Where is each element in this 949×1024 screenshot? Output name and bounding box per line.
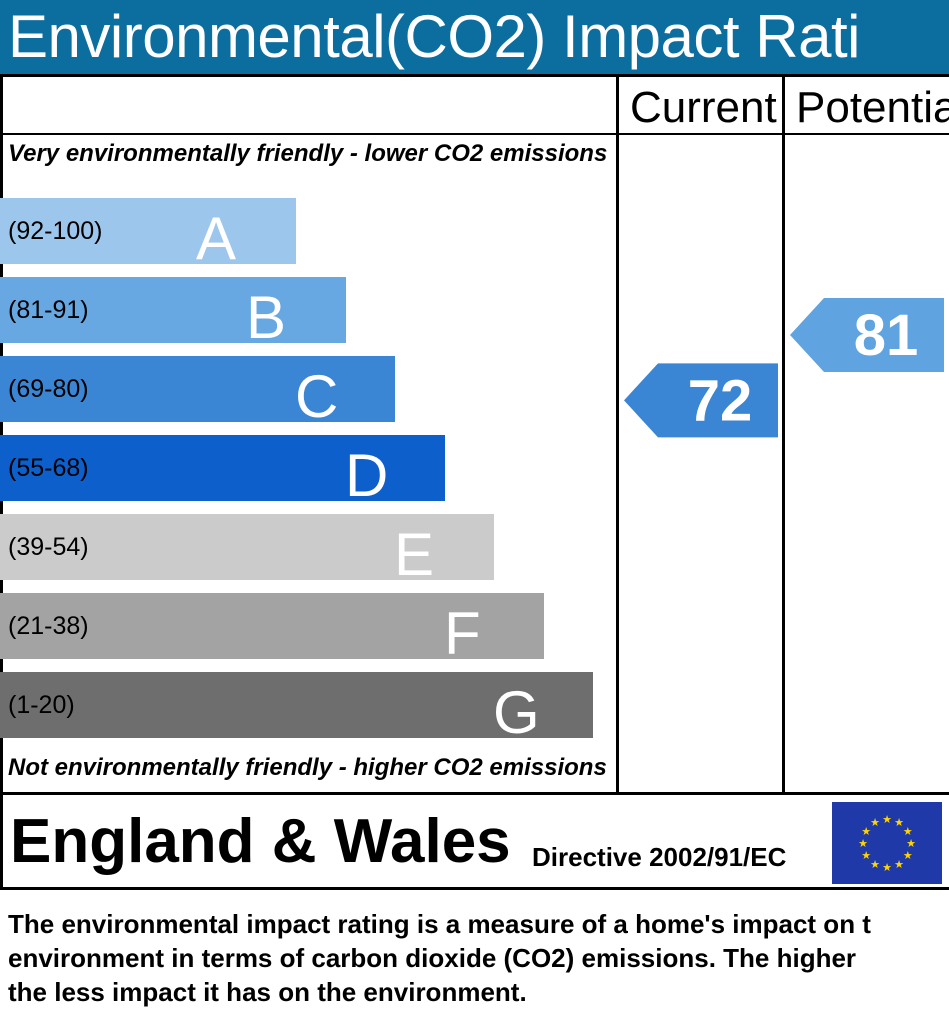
potential-rating-arrow: 81 xyxy=(790,298,944,372)
eu-star-icon: ★ xyxy=(906,838,916,850)
band-range-label: (39-54) xyxy=(8,533,89,561)
band-range-label: (81-91) xyxy=(8,296,89,324)
band-range-label: (21-38) xyxy=(8,612,89,640)
band-range-label: (55-68) xyxy=(8,454,89,482)
eu-star-icon: ★ xyxy=(894,817,904,829)
band-letter: D xyxy=(345,442,389,509)
top-caption: Very environmentally friendly - lower CO… xyxy=(8,140,608,167)
header-divider xyxy=(0,133,949,135)
description-line-2: environment in terms of carbon dioxide (… xyxy=(8,943,857,973)
footer-bottom-line xyxy=(0,887,949,890)
eu-star-icon: ★ xyxy=(894,859,904,871)
potential-rating-value: 81 xyxy=(854,303,919,368)
band-letter: C xyxy=(295,363,339,430)
description-line-3: the less impact it has on the environmen… xyxy=(8,977,527,1007)
page-title: Environmental(CO2) Impact Rati xyxy=(0,0,949,74)
band-letter: A xyxy=(196,205,237,272)
band-range-label: (1-20) xyxy=(8,691,75,719)
rating-band-c: (69-80) C xyxy=(0,356,395,430)
rating-band-a: (92-100) A xyxy=(0,198,296,272)
eu-star-icon: ★ xyxy=(861,850,871,862)
band-letter: B xyxy=(246,284,287,351)
eu-star-icon: ★ xyxy=(870,817,880,829)
directive-label: Directive 2002/91/EC xyxy=(532,842,787,872)
chart-bottom-line xyxy=(0,792,949,795)
band-letter: G xyxy=(493,679,540,746)
rating-band-g: (1-20) G xyxy=(0,672,593,746)
rating-band-b: (81-91) B xyxy=(0,277,346,351)
band-range-label: (92-100) xyxy=(8,217,103,245)
current-rating-shape xyxy=(624,363,778,438)
description-line-1: The environmental impact rating is a mea… xyxy=(8,909,871,939)
eu-flag-icon: ★ ★★★★★★★★★★★ xyxy=(832,802,942,884)
eu-star-icon: ★ xyxy=(903,850,913,862)
current-column-left-line xyxy=(616,74,619,794)
eu-star-icon: ★ xyxy=(861,826,871,838)
eu-star-icon: ★ xyxy=(882,862,892,874)
current-rating-arrow: 72 xyxy=(624,363,778,438)
potential-rating-shape xyxy=(790,298,944,372)
band-letter: F xyxy=(444,600,481,667)
current-column-right-line xyxy=(782,74,785,794)
eu-star-icon: ★ xyxy=(870,859,880,871)
eu-star-icon: ★ xyxy=(903,826,913,838)
eu-star-icon: ★ xyxy=(858,838,868,850)
band-letter: E xyxy=(394,521,435,588)
current-column-header: Current xyxy=(630,83,777,132)
band-range-label: (69-80) xyxy=(8,375,89,403)
potential-column-header: Potentia xyxy=(796,83,949,132)
region-label: England & Wales xyxy=(10,807,511,876)
bottom-caption: Not environmentally friendly - higher CO… xyxy=(8,754,607,781)
rating-band-e: (39-54) E xyxy=(0,514,494,588)
current-rating-value: 72 xyxy=(688,368,753,433)
rating-band-d: (55-68) D xyxy=(0,435,445,509)
eu-star-icon: ★ xyxy=(882,814,892,826)
frame-top-line xyxy=(0,74,949,77)
rating-band-f: (21-38) F xyxy=(0,593,544,667)
